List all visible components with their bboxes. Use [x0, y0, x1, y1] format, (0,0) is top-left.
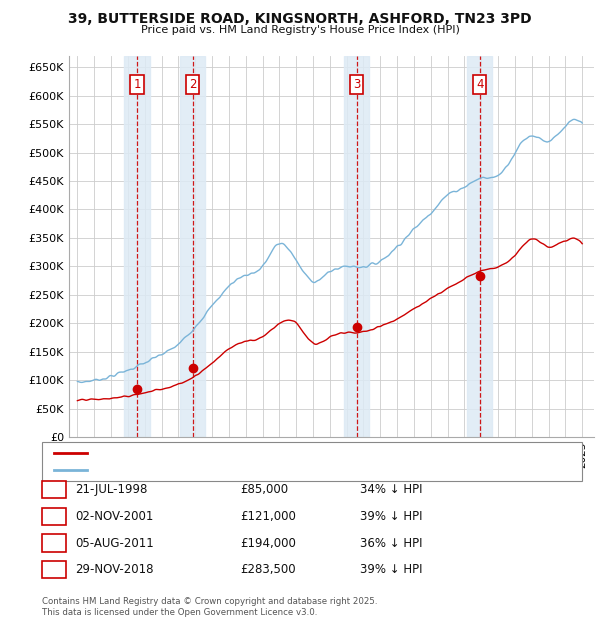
Text: 39, BUTTERSIDE ROAD, KINGSNORTH, ASHFORD, TN23 3PD: 39, BUTTERSIDE ROAD, KINGSNORTH, ASHFORD… — [68, 12, 532, 27]
Text: 2: 2 — [50, 510, 58, 523]
Text: HPI: Average price, detached house, Ashford: HPI: Average price, detached house, Ashf… — [93, 465, 316, 475]
Text: 05-AUG-2011: 05-AUG-2011 — [75, 537, 154, 549]
Bar — [180, 56, 205, 437]
Text: 36% ↓ HPI: 36% ↓ HPI — [360, 537, 422, 549]
Text: £283,500: £283,500 — [240, 564, 296, 576]
Bar — [467, 56, 493, 437]
Text: 2: 2 — [189, 78, 196, 91]
Text: 39, BUTTERSIDE ROAD, KINGSNORTH, ASHFORD, TN23 3PD (detached house): 39, BUTTERSIDE ROAD, KINGSNORTH, ASHFORD… — [93, 448, 480, 458]
Bar — [344, 56, 369, 437]
Text: £121,000: £121,000 — [240, 510, 296, 523]
Text: 02-NOV-2001: 02-NOV-2001 — [75, 510, 154, 523]
Text: 29-NOV-2018: 29-NOV-2018 — [75, 564, 154, 576]
Text: 21-JUL-1998: 21-JUL-1998 — [75, 484, 148, 496]
Text: Contains HM Land Registry data © Crown copyright and database right 2025.
This d: Contains HM Land Registry data © Crown c… — [42, 598, 377, 617]
Bar — [124, 56, 149, 437]
Text: 3: 3 — [50, 537, 58, 549]
Text: 4: 4 — [50, 564, 58, 576]
Text: 39% ↓ HPI: 39% ↓ HPI — [360, 564, 422, 576]
Text: £194,000: £194,000 — [240, 537, 296, 549]
Text: 3: 3 — [353, 78, 360, 91]
Text: 4: 4 — [476, 78, 484, 91]
Text: 34% ↓ HPI: 34% ↓ HPI — [360, 484, 422, 496]
Text: 39% ↓ HPI: 39% ↓ HPI — [360, 510, 422, 523]
Text: 1: 1 — [50, 484, 58, 496]
Text: 1: 1 — [133, 78, 141, 91]
Text: £85,000: £85,000 — [240, 484, 288, 496]
Text: Price paid vs. HM Land Registry's House Price Index (HPI): Price paid vs. HM Land Registry's House … — [140, 25, 460, 35]
